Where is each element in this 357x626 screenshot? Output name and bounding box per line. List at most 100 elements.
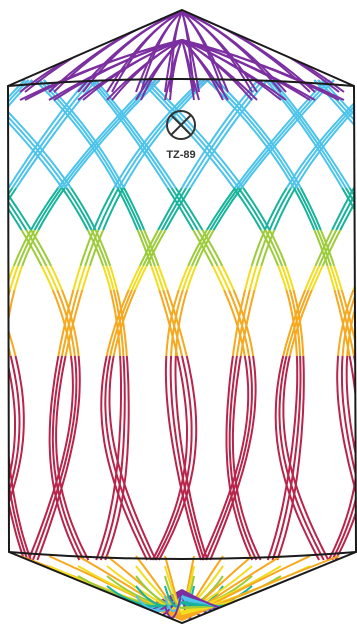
pattern-line	[174, 289, 189, 357]
base-curve	[181, 565, 253, 615]
pattern-line	[8, 355, 21, 561]
pattern-line	[8, 79, 34, 189]
base-curve	[181, 555, 340, 621]
pattern-line	[36, 355, 81, 561]
pattern-line	[57, 289, 75, 357]
pattern-line	[284, 265, 295, 291]
pattern-line	[104, 355, 153, 561]
pattern-line	[181, 265, 193, 291]
pattern-line	[158, 355, 198, 561]
pattern-line	[0, 290, 6, 356]
pattern-line	[265, 79, 344, 189]
pattern-line	[164, 187, 192, 231]
pattern-line	[8, 289, 16, 357]
pattern-line	[157, 265, 169, 291]
pattern-line	[341, 289, 356, 357]
pattern-line	[40, 265, 54, 291]
pattern-line	[61, 289, 79, 357]
pattern-line	[127, 265, 141, 291]
pattern-line	[201, 355, 250, 561]
pattern-line	[8, 289, 17, 357]
pattern-line	[227, 289, 250, 357]
pattern-line	[108, 355, 157, 561]
pattern-line	[117, 79, 206, 189]
pattern-line	[92, 187, 115, 231]
pattern-line	[260, 229, 280, 267]
pattern-line	[231, 289, 247, 357]
pattern-line	[337, 289, 355, 357]
pattern-line	[94, 79, 177, 189]
pattern-line	[277, 265, 288, 291]
pattern-line	[51, 355, 85, 561]
pattern-line	[240, 79, 335, 189]
pattern-line	[271, 355, 302, 561]
apex-curve	[181, 39, 200, 101]
pattern-line	[225, 355, 254, 561]
pattern-line	[299, 187, 322, 231]
base-curve	[164, 565, 183, 615]
pattern-line	[285, 289, 310, 357]
outline	[6, 8, 357, 625]
pattern-line	[84, 229, 100, 267]
pattern-line	[25, 229, 48, 267]
pattern-line	[263, 187, 288, 231]
pattern-line	[8, 187, 10, 231]
pattern-line	[94, 229, 112, 267]
pattern-line	[331, 187, 355, 231]
base-curve	[181, 555, 282, 621]
pattern-line	[231, 355, 262, 561]
pattern-line	[310, 265, 324, 291]
apex-curve	[82, 39, 183, 101]
bottom-arc	[8, 551, 357, 560]
pattern-line	[112, 289, 137, 357]
pattern-line	[97, 187, 120, 231]
pattern-line	[91, 79, 173, 189]
pattern-line	[296, 187, 319, 231]
pattern-line	[113, 79, 202, 189]
pattern-line	[212, 187, 243, 231]
pattern-line	[57, 79, 153, 189]
pattern-line	[8, 79, 64, 189]
pattern-line	[235, 289, 251, 357]
pattern-line	[162, 289, 183, 357]
pattern-line	[248, 265, 258, 291]
pattern-line	[288, 289, 313, 357]
pattern-line	[336, 355, 356, 561]
pattern-line	[30, 187, 60, 231]
pattern-line	[194, 229, 215, 267]
pattern-line	[8, 355, 29, 561]
apex-curve	[169, 11, 183, 93]
pattern-line	[123, 187, 146, 231]
pattern-line	[244, 265, 253, 291]
pattern-line	[190, 229, 212, 267]
pattern-line	[232, 289, 255, 357]
colored-crossing-lines	[0, 11, 356, 621]
pattern-line	[264, 229, 284, 267]
apex-curve	[181, 39, 345, 101]
pattern-line	[116, 187, 139, 231]
apex-curve	[181, 39, 258, 101]
base-curve	[164, 585, 183, 608]
pattern-line	[157, 187, 183, 231]
pattern-line	[8, 79, 30, 189]
pattern-line	[109, 289, 133, 357]
pattern-line	[210, 79, 299, 189]
pattern-line	[145, 229, 167, 267]
pattern-line	[290, 79, 356, 189]
pattern-line	[8, 79, 68, 189]
pattern-line	[211, 265, 226, 291]
pattern-line	[180, 79, 259, 189]
pattern-line	[64, 289, 84, 357]
pattern-line	[8, 355, 25, 561]
base-curve	[164, 555, 183, 621]
pattern-line	[205, 355, 253, 561]
pattern-line	[215, 79, 302, 189]
pattern-line	[206, 187, 236, 231]
pattern-line	[33, 187, 63, 231]
pattern-line	[72, 265, 82, 291]
pattern-line	[216, 265, 230, 291]
pattern-line	[334, 355, 356, 561]
pattern-line	[209, 187, 240, 231]
pattern-line	[150, 265, 161, 291]
